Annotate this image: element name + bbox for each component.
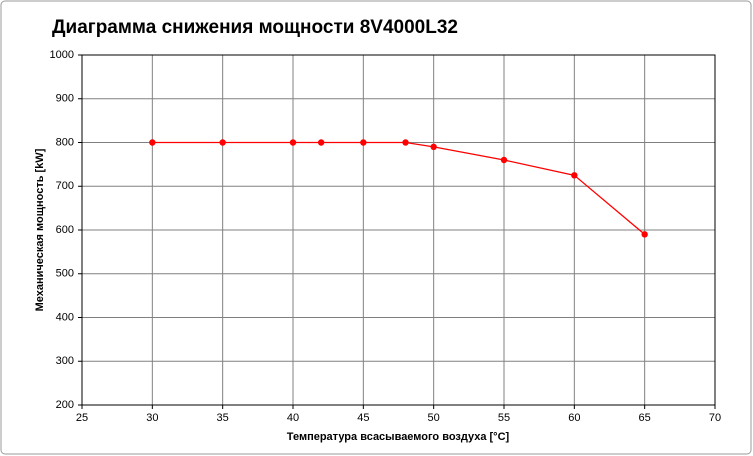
y-axis-label: Механическая мощность [kW] xyxy=(34,148,46,311)
x-tick-label: 45 xyxy=(357,412,369,424)
x-tick-label: 50 xyxy=(428,412,440,424)
y-tick-label: 1000 xyxy=(50,49,74,61)
x-tick-label: 65 xyxy=(639,412,651,424)
x-tick-label: 60 xyxy=(568,412,580,424)
data-point xyxy=(430,143,437,151)
chart-title: Диаграмма снижения мощности 8V4000L32 xyxy=(52,17,458,38)
x-axis-label: Температура всасываемого воздуха [°C] xyxy=(287,431,510,443)
y-tick-label: 800 xyxy=(56,136,74,148)
plot-border xyxy=(81,54,716,406)
data-point xyxy=(402,139,409,146)
data-point xyxy=(219,139,226,146)
data-point xyxy=(641,231,648,238)
y-tick-label: 300 xyxy=(56,355,74,367)
x-tick-label: 30 xyxy=(146,412,158,424)
x-tick-label: 40 xyxy=(287,412,299,424)
data-point xyxy=(500,156,508,164)
data-point xyxy=(289,139,297,146)
y-tick-label: 700 xyxy=(56,180,74,192)
data-point xyxy=(149,139,156,146)
y-tick-label: 200 xyxy=(56,399,74,411)
y-tick-label: 400 xyxy=(56,311,74,323)
x-tick-label: 70 xyxy=(709,412,721,424)
y-tick-label: 600 xyxy=(56,224,74,236)
y-tick-label: 900 xyxy=(56,93,74,105)
data-point xyxy=(317,139,325,146)
y-tick-label: 500 xyxy=(56,268,74,280)
x-tick-label: 55 xyxy=(498,412,510,424)
data-point xyxy=(360,139,367,146)
x-tick-label: 35 xyxy=(217,412,229,424)
data-point xyxy=(571,172,578,179)
series-line xyxy=(152,141,646,235)
x-tick-label: 25 xyxy=(76,412,88,424)
